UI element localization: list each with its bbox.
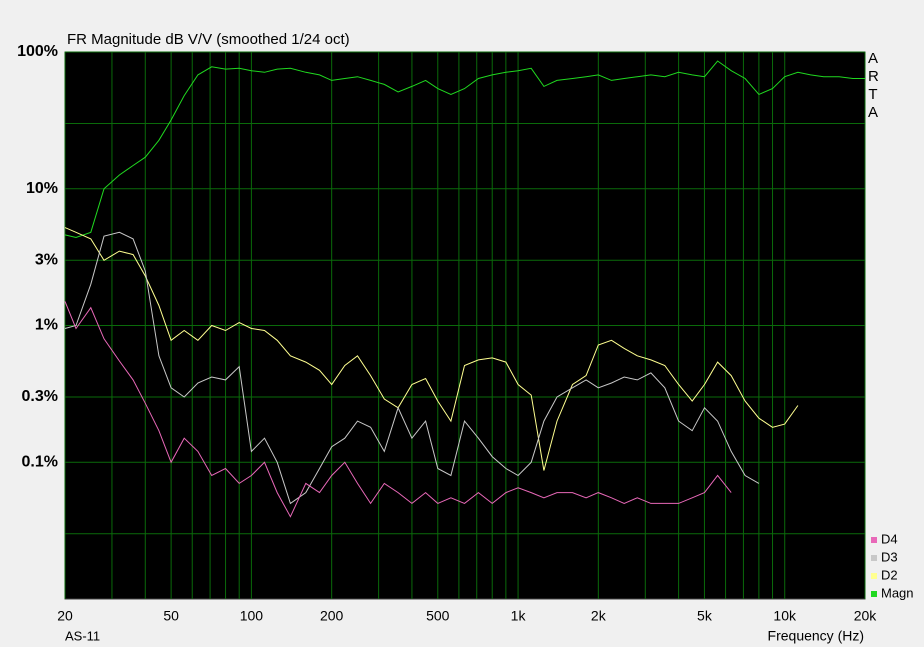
- legend-swatch: [871, 573, 877, 579]
- x-axis-label: Frequency (Hz): [768, 628, 864, 644]
- legend-label: D4: [881, 531, 898, 546]
- y-tick-label: 0.3%: [22, 388, 58, 405]
- y-tick-label: 3%: [35, 251, 58, 268]
- series-line: [64, 231, 760, 505]
- series-line: [64, 227, 799, 471]
- y-tick-label: 100%: [17, 43, 58, 60]
- legend-swatch: [871, 591, 877, 597]
- x-tick-label: 100: [240, 608, 264, 624]
- side-label: ARTA: [868, 50, 879, 121]
- x-tick-label: 1k: [511, 608, 527, 624]
- series-line: [64, 60, 865, 239]
- y-tick-label: 1%: [35, 317, 58, 334]
- x-tick-label: 500: [426, 608, 450, 624]
- x-tick-label: 50: [163, 608, 179, 624]
- footer-label: AS-11: [65, 628, 100, 643]
- y-tick-label: 10%: [26, 180, 58, 197]
- x-tick-label: 10k: [773, 608, 797, 624]
- legend-swatch: [871, 537, 877, 543]
- y-tick-label: 0.1%: [22, 453, 58, 470]
- legend-label: D3: [881, 549, 898, 564]
- x-tick-label: 200: [320, 608, 344, 624]
- x-tick-label: 2k: [591, 608, 607, 624]
- legend-label: Magn: [881, 585, 914, 600]
- x-tick-label: 20: [57, 608, 73, 624]
- legend-swatch: [871, 555, 877, 561]
- x-tick-label: 5k: [697, 608, 713, 624]
- legend-label: D2: [881, 567, 898, 582]
- x-tick-label: 20k: [854, 608, 878, 624]
- chart-title: FR Magnitude dB V/V (smoothed 1/24 oct): [67, 31, 350, 48]
- series-line: [64, 301, 732, 518]
